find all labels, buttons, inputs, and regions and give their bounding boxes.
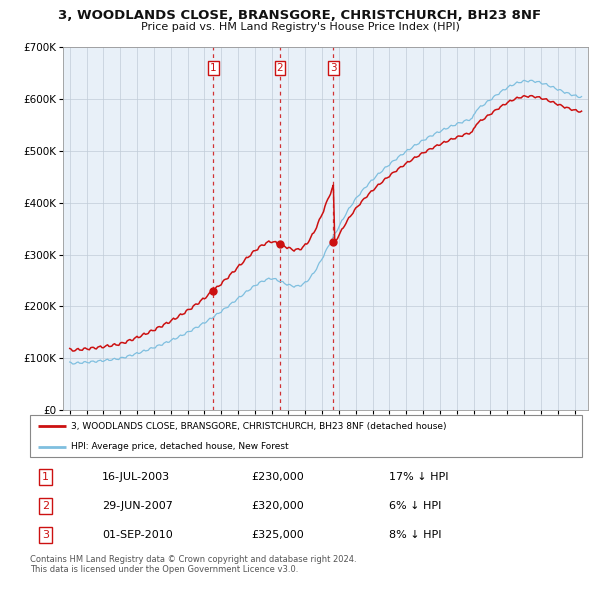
Text: £325,000: £325,000 [251,530,304,540]
Text: 29-JUN-2007: 29-JUN-2007 [102,501,173,511]
Text: 2: 2 [42,501,49,511]
Text: 1: 1 [210,63,217,73]
Text: 01-SEP-2010: 01-SEP-2010 [102,530,173,540]
Text: Price paid vs. HM Land Registry's House Price Index (HPI): Price paid vs. HM Land Registry's House … [140,22,460,32]
Text: 2: 2 [277,63,283,73]
Text: HPI: Average price, detached house, New Forest: HPI: Average price, detached house, New … [71,442,289,451]
Text: 17% ↓ HPI: 17% ↓ HPI [389,471,448,481]
Text: 16-JUL-2003: 16-JUL-2003 [102,471,170,481]
Text: £230,000: £230,000 [251,471,304,481]
Text: 3: 3 [42,530,49,540]
FancyBboxPatch shape [30,415,582,457]
Text: 8% ↓ HPI: 8% ↓ HPI [389,530,442,540]
Text: 1: 1 [42,471,49,481]
Text: 3, WOODLANDS CLOSE, BRANSGORE, CHRISTCHURCH, BH23 8NF (detached house): 3, WOODLANDS CLOSE, BRANSGORE, CHRISTCHU… [71,422,447,431]
Text: 3, WOODLANDS CLOSE, BRANSGORE, CHRISTCHURCH, BH23 8NF: 3, WOODLANDS CLOSE, BRANSGORE, CHRISTCHU… [58,9,542,22]
Text: Contains HM Land Registry data © Crown copyright and database right 2024.
This d: Contains HM Land Registry data © Crown c… [30,555,356,574]
Text: £320,000: £320,000 [251,501,304,511]
Text: 3: 3 [330,63,337,73]
Text: 6% ↓ HPI: 6% ↓ HPI [389,501,441,511]
